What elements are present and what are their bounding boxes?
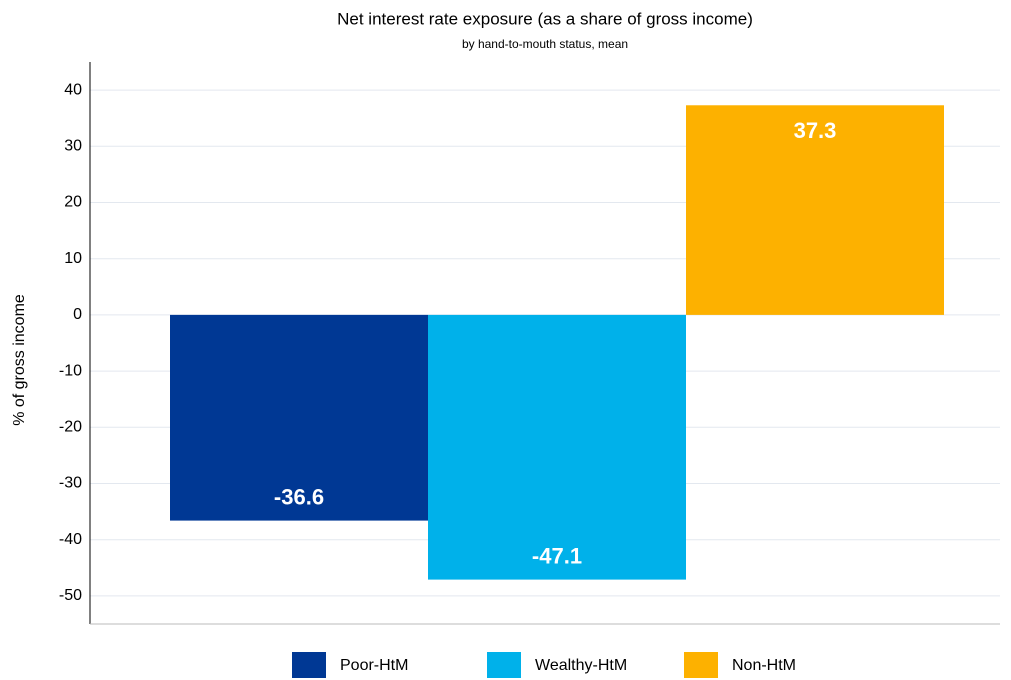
y-axis-label: % of gross income [11,294,28,426]
y-tick-label: 30 [64,138,82,155]
chart-title: Net interest rate exposure (as a share o… [337,9,753,28]
bar [686,105,944,315]
legend-swatch [684,652,718,678]
y-tick-label: 40 [64,81,82,98]
y-tick-label: -20 [59,419,82,436]
y-tick-label: 20 [64,194,82,211]
chart-subtitle: by hand-to-mouth status, mean [462,37,628,51]
y-tick-label: 10 [64,250,82,267]
y-tick-label: -50 [59,587,82,604]
legend-label: Non-HtM [732,657,796,674]
legend-swatch [487,652,521,678]
y-tick-label: -30 [59,475,82,492]
legend-label: Poor-HtM [340,657,408,674]
y-tick-label: 0 [73,306,82,323]
legend-swatch [292,652,326,678]
bar [428,314,686,580]
data-label: 37.3 [794,118,837,143]
data-label: -36.6 [274,484,324,509]
y-tick-label: -10 [59,362,82,379]
bar [170,314,428,521]
data-label: -47.1 [532,543,582,568]
legend-label: Wealthy-HtM [535,657,627,674]
y-tick-label: -40 [59,531,82,548]
